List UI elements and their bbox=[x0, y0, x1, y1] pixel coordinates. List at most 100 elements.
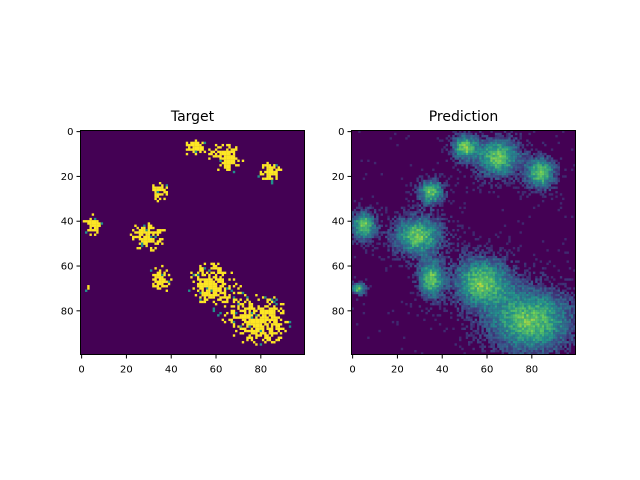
heatmap-cell bbox=[447, 273, 451, 277]
heatmap-cell bbox=[528, 173, 531, 176]
heatmap-cell bbox=[461, 143, 464, 147]
heatmap-cell bbox=[510, 155, 513, 158]
heatmap-cell bbox=[158, 240, 162, 243]
heatmap-cell bbox=[463, 262, 466, 266]
heatmap-cell bbox=[499, 276, 502, 279]
heatmap-cell bbox=[275, 338, 278, 342]
heatmap-cell bbox=[497, 150, 500, 154]
heatmap-cell bbox=[470, 161, 473, 165]
heatmap-cell bbox=[228, 157, 231, 160]
heatmap-cell bbox=[427, 222, 431, 225]
heatmap-cell bbox=[517, 152, 520, 156]
heatmap-cell bbox=[221, 157, 225, 160]
heatmap-cell bbox=[492, 336, 496, 339]
heatmap-cell bbox=[425, 213, 428, 216]
heatmap-cell bbox=[396, 249, 399, 252]
heatmap-cell bbox=[483, 318, 487, 322]
heatmap-cell bbox=[441, 298, 444, 301]
heatmap-cell bbox=[512, 305, 516, 308]
heatmap-cell bbox=[526, 298, 529, 301]
heatmap-cell bbox=[199, 300, 202, 304]
heatmap-cell bbox=[84, 289, 88, 292]
heatmap-cell bbox=[400, 215, 404, 219]
heatmap-cell bbox=[494, 334, 498, 337]
heatmap-cell bbox=[420, 231, 424, 234]
heatmap-cell bbox=[156, 240, 160, 243]
heatmap-cell bbox=[414, 184, 417, 187]
heatmap-cell bbox=[557, 329, 560, 333]
heatmap-cell bbox=[351, 307, 354, 310]
heatmap-cell bbox=[398, 217, 401, 221]
heatmap-cell bbox=[530, 314, 534, 317]
heatmap-cell bbox=[553, 294, 556, 297]
heatmap-cell bbox=[546, 343, 549, 346]
heatmap-cell bbox=[208, 287, 211, 290]
heatmap-cell bbox=[517, 338, 520, 342]
heatmap-cell bbox=[232, 334, 236, 337]
heatmap-cell bbox=[530, 182, 534, 185]
heatmap-cell bbox=[199, 278, 202, 281]
heatmap-cell bbox=[411, 238, 415, 241]
heatmap-cell bbox=[459, 155, 462, 158]
heatmap-cell bbox=[414, 251, 417, 254]
heatmap-cell bbox=[515, 305, 518, 308]
heatmap-cell bbox=[472, 262, 475, 266]
heatmap-cell bbox=[497, 262, 500, 266]
heatmap-cell bbox=[461, 159, 464, 163]
heatmap-cell bbox=[546, 305, 549, 308]
heatmap-cell bbox=[425, 269, 428, 272]
heatmap-cell bbox=[501, 146, 504, 149]
heatmap-cell bbox=[470, 150, 473, 154]
heatmap-cell bbox=[232, 152, 236, 156]
heatmap-cell bbox=[483, 320, 487, 324]
heatmap-cell bbox=[515, 332, 518, 335]
heatmap-cell bbox=[510, 173, 513, 176]
heatmap-cell bbox=[497, 155, 500, 158]
heatmap-cell bbox=[481, 249, 484, 252]
heatmap-cell bbox=[532, 175, 536, 178]
heatmap-cell bbox=[564, 282, 567, 286]
heatmap-cell bbox=[138, 233, 142, 236]
heatmap-cell bbox=[479, 253, 482, 257]
heatmap-cell bbox=[411, 226, 415, 230]
heatmap-cell bbox=[512, 311, 516, 315]
heatmap-cell bbox=[201, 289, 204, 292]
heatmap-cell bbox=[403, 231, 406, 234]
heatmap-cell bbox=[499, 320, 502, 324]
heatmap-cell bbox=[497, 287, 500, 290]
heatmap-cell bbox=[201, 287, 204, 290]
heatmap-cell bbox=[521, 168, 525, 171]
heatmap-cell bbox=[497, 296, 500, 299]
heatmap-cell bbox=[497, 338, 500, 342]
heatmap-cell bbox=[362, 177, 366, 180]
heatmap-cell bbox=[351, 226, 354, 230]
heatmap-cell bbox=[517, 285, 520, 288]
heatmap-cell bbox=[367, 208, 370, 212]
heatmap-cell bbox=[550, 341, 554, 344]
heatmap-cell bbox=[447, 296, 451, 299]
heatmap-cell bbox=[441, 229, 444, 232]
heatmap-cell bbox=[467, 316, 471, 319]
heatmap-cell bbox=[532, 184, 536, 187]
heatmap-cell bbox=[512, 264, 516, 268]
heatmap-cell bbox=[508, 343, 511, 346]
heatmap-cell bbox=[559, 345, 563, 348]
heatmap-cell bbox=[414, 246, 417, 250]
heatmap-cell bbox=[485, 166, 489, 169]
heatmap-cell bbox=[443, 302, 446, 306]
heatmap-cell bbox=[226, 157, 229, 160]
heatmap-cell bbox=[526, 332, 529, 335]
heatmap-cell bbox=[515, 186, 518, 189]
heatmap-cell bbox=[217, 150, 220, 154]
heatmap-cell bbox=[573, 316, 576, 319]
heatmap-cell bbox=[528, 287, 531, 290]
heatmap-cell bbox=[519, 309, 522, 313]
heatmap-cell bbox=[250, 338, 254, 342]
heatmap-cell bbox=[568, 305, 572, 308]
heatmap-cell bbox=[494, 148, 498, 151]
heatmap-cell bbox=[479, 269, 482, 272]
heatmap-cell bbox=[389, 224, 392, 227]
heatmap-cell bbox=[461, 157, 464, 160]
heatmap-cell bbox=[553, 186, 556, 189]
heatmap-cell bbox=[429, 233, 433, 236]
